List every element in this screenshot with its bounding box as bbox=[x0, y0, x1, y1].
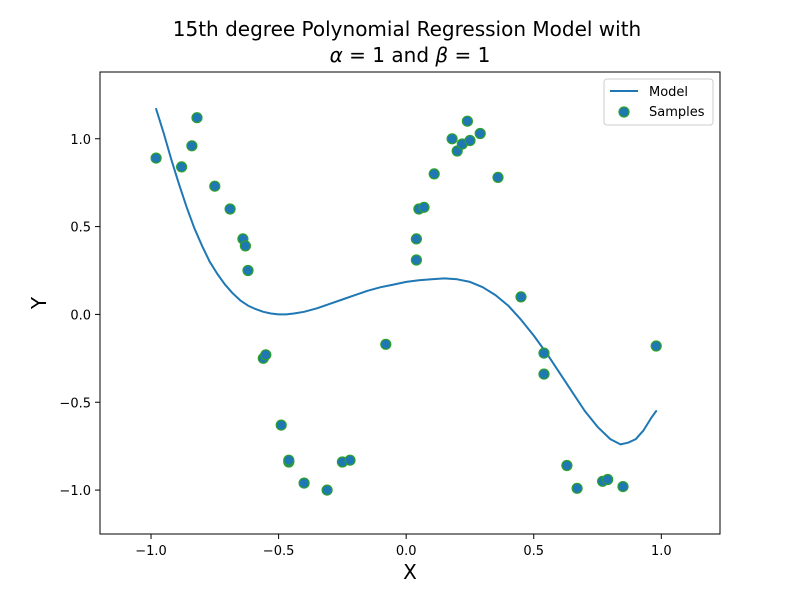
sample-point bbox=[260, 349, 272, 361]
x-axis-label: X bbox=[403, 560, 417, 584]
sample-point bbox=[242, 264, 254, 277]
axis-ticks: −1.0 −0.5 0.0 0.5 1.0 −1.0 −0.5 0.0 0.5 1.0 bbox=[59, 133, 671, 559]
sample-point bbox=[538, 368, 550, 380]
sample-point bbox=[344, 454, 356, 466]
y-tick-label: 1.0 bbox=[70, 133, 91, 148]
title-beta-value: = 1 bbox=[448, 43, 490, 67]
sample-point bbox=[224, 203, 236, 215]
sample-point bbox=[617, 481, 629, 493]
model-line bbox=[155, 107, 658, 446]
y-tick-label: −1.0 bbox=[59, 484, 91, 499]
y-tick-label: −0.5 bbox=[59, 396, 91, 411]
sample-point bbox=[492, 171, 504, 183]
legend: Model Samples bbox=[603, 78, 714, 126]
sample-point bbox=[176, 161, 188, 173]
sample-point bbox=[428, 168, 440, 180]
sample-point bbox=[321, 484, 333, 496]
x-tick-label: 0.0 bbox=[396, 544, 417, 559]
chart-title-line2: α = 1 and β = 1 bbox=[330, 43, 491, 67]
axes-background bbox=[100, 72, 720, 534]
chart-title-line1: 15th degree Polynomial Regression Model … bbox=[173, 17, 641, 41]
sample-point bbox=[283, 454, 295, 466]
legend-samples-label: Samples bbox=[649, 105, 705, 120]
x-tick-label: −0.5 bbox=[263, 544, 295, 559]
title-alpha-value: = 1 and bbox=[343, 43, 436, 67]
model-layer bbox=[155, 107, 658, 446]
x-tick-label: 0.5 bbox=[523, 544, 544, 559]
sample-point bbox=[410, 233, 422, 245]
sample-point bbox=[650, 340, 662, 352]
y-tick-label: 0.5 bbox=[70, 221, 91, 236]
axes-frame bbox=[99, 71, 721, 535]
sample-point bbox=[515, 291, 527, 303]
plot-area: −1.0 −0.5 0.0 0.5 1.0 −1.0 −0.5 0.0 0.5 1.0 bbox=[59, 71, 721, 559]
sample-point bbox=[150, 152, 162, 164]
sample-point bbox=[410, 254, 422, 266]
sample-point bbox=[461, 115, 473, 127]
sample-point bbox=[561, 459, 573, 472]
sample-point bbox=[446, 133, 458, 145]
sample-point bbox=[474, 127, 486, 140]
sample-point bbox=[380, 338, 392, 350]
sample-point bbox=[571, 482, 583, 494]
sample-point bbox=[275, 419, 287, 431]
title-alpha-symbol: α bbox=[330, 43, 343, 67]
legend-model-label: Model bbox=[649, 85, 688, 100]
sample-point bbox=[209, 180, 221, 192]
sample-point bbox=[538, 347, 550, 359]
x-tick-label: 1.0 bbox=[651, 544, 672, 559]
samples-layer bbox=[150, 112, 662, 496]
title-beta-symbol: β bbox=[434, 43, 448, 67]
y-tick-label: 0.0 bbox=[70, 308, 91, 323]
sample-point bbox=[186, 140, 198, 152]
sample-point bbox=[298, 477, 310, 489]
sample-point bbox=[418, 201, 430, 213]
legend-samples-swatch bbox=[618, 106, 630, 118]
y-axis-label: Y bbox=[27, 296, 51, 310]
sample-point bbox=[191, 112, 203, 124]
sample-point bbox=[239, 240, 251, 252]
x-tick-label: −1.0 bbox=[135, 544, 167, 559]
sample-point bbox=[464, 134, 476, 147]
sample-point bbox=[602, 473, 614, 486]
